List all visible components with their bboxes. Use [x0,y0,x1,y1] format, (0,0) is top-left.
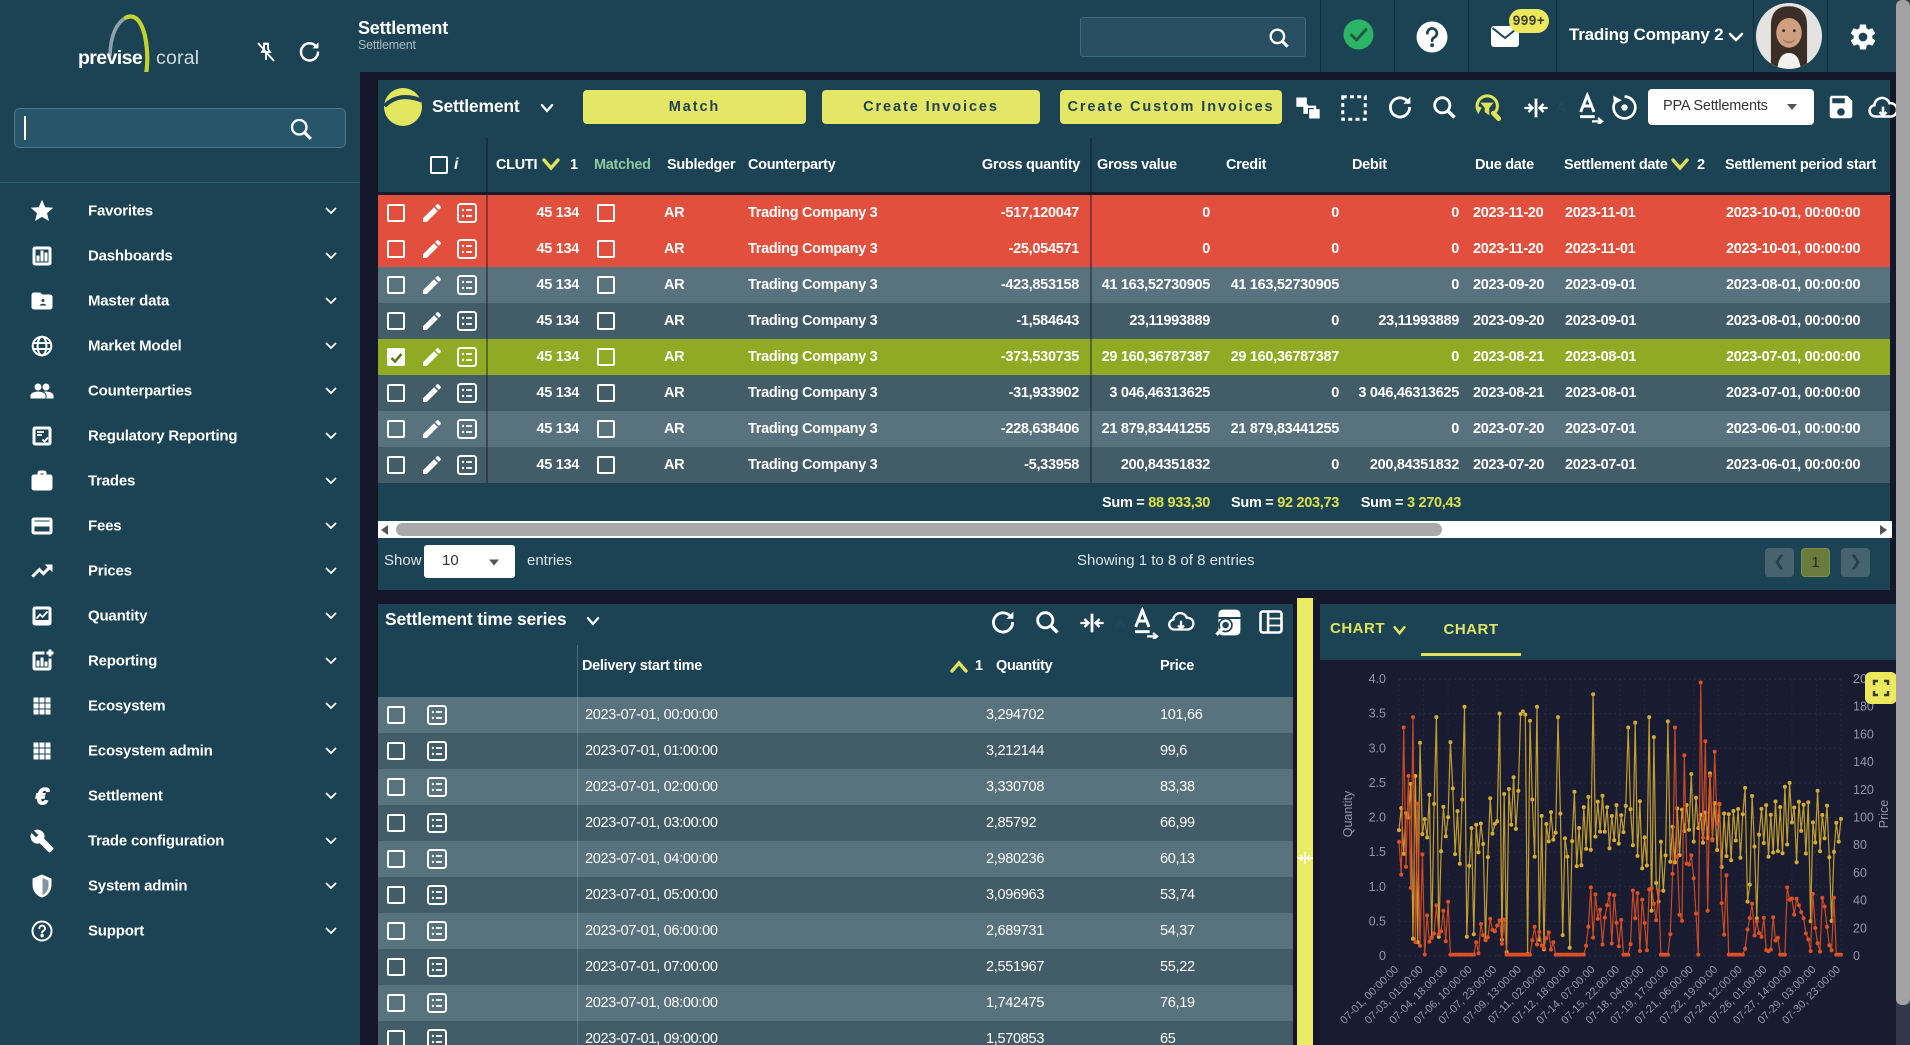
svg-text:4.0: 4.0 [1369,672,1386,686]
svg-text:160: 160 [1853,727,1874,741]
svg-text:Quantity: Quantity [1341,790,1355,837]
svg-text:previse: previse [78,47,143,69]
svg-text:1.5: 1.5 [1369,845,1386,859]
svg-text:80: 80 [1853,838,1867,852]
svg-text:100: 100 [1853,811,1874,825]
svg-text:3.5: 3.5 [1369,707,1386,721]
svg-text:0: 0 [1379,949,1386,963]
svg-text:3.0: 3.0 [1369,741,1386,755]
svg-text:0: 0 [1853,949,1860,963]
svg-text:20: 20 [1853,921,1867,935]
svg-text:2.0: 2.0 [1369,811,1386,825]
svg-text:40: 40 [1853,894,1867,908]
svg-text:140: 140 [1853,755,1874,769]
svg-text:60: 60 [1853,866,1867,880]
svg-text:0.5: 0.5 [1369,914,1386,928]
svg-text:€: € [35,784,50,808]
svg-text:Price: Price [1877,800,1891,829]
svg-text:2.5: 2.5 [1369,776,1386,790]
svg-text:120: 120 [1853,783,1874,797]
svg-text:coral: coral [156,47,199,69]
svg-text:1.0: 1.0 [1369,880,1386,894]
